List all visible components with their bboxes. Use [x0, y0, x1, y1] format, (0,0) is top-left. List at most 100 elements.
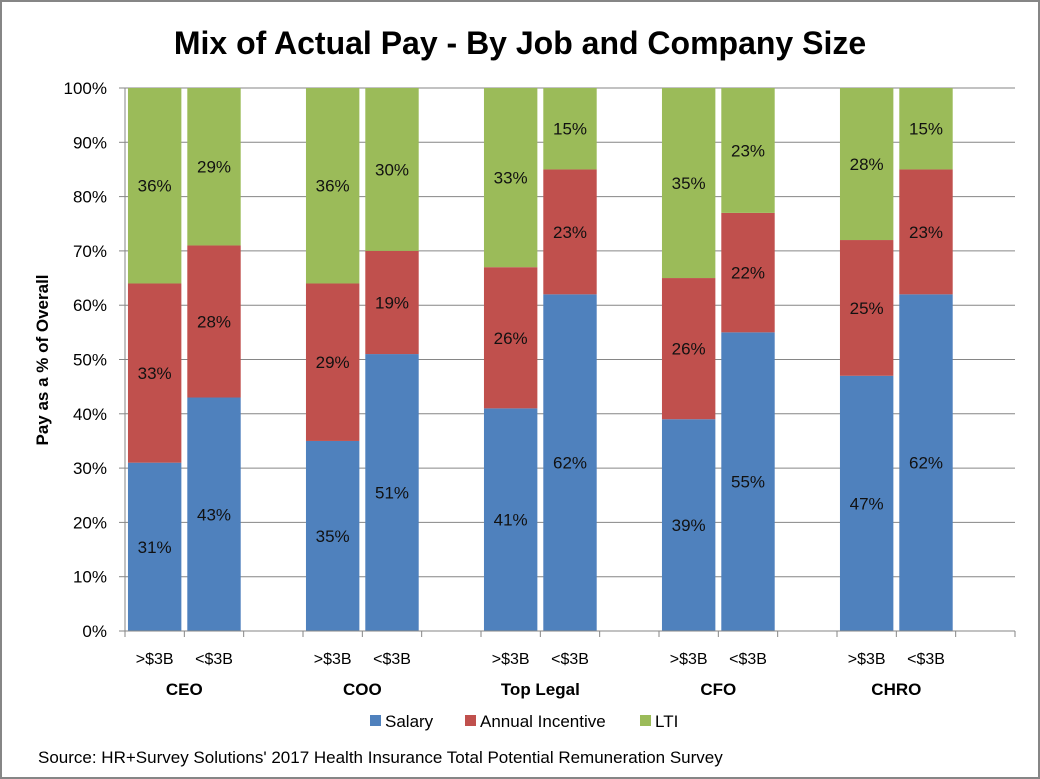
bar-segment-salary	[721, 332, 775, 631]
bar-segment-lti	[839, 88, 894, 241]
data-label: 31%	[138, 538, 172, 557]
bar-segment-annual-incentive	[839, 240, 894, 376]
bar-segment-annual-incentive	[899, 169, 953, 295]
chart-title: Mix of Actual Pay - By Job and Company S…	[174, 25, 866, 61]
bars: 31% 33% 36% 43% 28% 29% 35% 29% 36% 51% 19% 30% 41% 2…	[127, 88, 953, 631]
data-label: 36%	[316, 177, 350, 196]
bar-segment-lti	[187, 88, 241, 246]
y-axis-label: Pay as a % of Overall	[33, 274, 52, 445]
bar-segment-lti	[543, 88, 597, 170]
bar-segment-salary	[127, 462, 182, 631]
data-label: 35%	[316, 527, 350, 546]
bar-segment-lti	[127, 88, 182, 284]
x-group-label: Top Legal	[501, 680, 580, 699]
data-label: 15%	[553, 120, 587, 139]
y-tick-label: 100%	[64, 79, 107, 98]
bar-segment-salary	[661, 419, 716, 631]
legend-swatch-lti	[640, 715, 651, 726]
x-group-label: CHRO	[871, 680, 921, 699]
y-tick-label: 0%	[82, 622, 107, 641]
x-category-label: >$3B	[314, 651, 352, 668]
y-tick-label: 90%	[73, 133, 107, 152]
legend-label: Annual Incentive	[480, 712, 606, 731]
data-label: 28%	[197, 312, 231, 331]
bar-segment-salary	[483, 408, 538, 631]
y-tick-label: 50%	[73, 351, 107, 370]
bar-segment-annual-incentive	[365, 250, 419, 355]
legend-label: Salary	[385, 712, 434, 731]
data-label: 62%	[553, 454, 587, 473]
x-group-label: CFO	[700, 680, 736, 699]
bar-segment-salary	[543, 294, 597, 631]
bar-segment-lti	[661, 88, 716, 279]
y-tick-label: 20%	[73, 513, 107, 532]
bar-segment-lti	[365, 88, 419, 251]
data-label: 26%	[672, 340, 706, 359]
x-group-label: COO	[343, 680, 382, 699]
bar-segment-annual-incentive	[187, 245, 241, 398]
data-label: 29%	[316, 353, 350, 372]
bar-segment-salary	[305, 440, 360, 631]
y-tick-label: 40%	[73, 405, 107, 424]
legend-swatch-annual-incentive	[465, 715, 476, 726]
x-group-label: CEO	[166, 680, 203, 699]
bar-segment-annual-incentive	[661, 278, 716, 420]
data-label: 23%	[909, 223, 943, 242]
data-label: 29%	[197, 158, 231, 177]
bar-segment-salary	[187, 397, 241, 631]
bar-segment-lti	[483, 88, 538, 268]
y-axis-ticks: 0% 10% 20% 30% 40% 50% 60% 70% 80% 90% 100%	[64, 79, 125, 641]
data-label: 26%	[494, 329, 528, 348]
x-category-label: <$3B	[373, 651, 411, 668]
data-label: 35%	[672, 174, 706, 193]
x-category-label: <$3B	[907, 651, 945, 668]
bar-segment-salary	[365, 354, 419, 631]
source-note: Source: HR+Survey Solutions' 2017 Health…	[38, 748, 723, 767]
data-label: 51%	[375, 484, 409, 503]
bar-segment-lti	[721, 88, 775, 213]
data-label: 28%	[850, 155, 884, 174]
data-label: 25%	[850, 299, 884, 318]
legend-swatch-salary	[370, 715, 381, 726]
data-label: 33%	[138, 364, 172, 383]
bar-segment-salary	[899, 294, 953, 631]
data-label: 43%	[197, 505, 231, 524]
legend-label: LTI	[655, 712, 678, 731]
x-category-label: <$3B	[729, 651, 767, 668]
bar-segment-lti	[899, 88, 953, 170]
x-category-label: >$3B	[670, 651, 708, 668]
data-label: 62%	[909, 454, 943, 473]
data-label: 19%	[375, 293, 409, 312]
x-category-label: >$3B	[136, 651, 174, 668]
data-label: 22%	[731, 264, 765, 283]
y-tick-label: 30%	[73, 459, 107, 478]
bar-segment-lti	[305, 88, 360, 284]
data-label: 55%	[731, 473, 765, 492]
bar-segment-annual-incentive	[543, 169, 597, 295]
data-label: 36%	[138, 177, 172, 196]
x-category-label: >$3B	[492, 651, 530, 668]
data-label: 30%	[375, 160, 409, 179]
legend: Salary Annual Incentive LTI	[370, 712, 678, 731]
y-tick-label: 10%	[73, 568, 107, 587]
bar-segment-salary	[839, 375, 894, 631]
data-label: 39%	[672, 516, 706, 535]
data-label: 15%	[909, 120, 943, 139]
data-label: 33%	[494, 169, 528, 188]
y-tick-label: 60%	[73, 296, 107, 315]
data-label: 23%	[553, 223, 587, 242]
x-category-label: <$3B	[551, 651, 589, 668]
bar-segment-annual-incentive	[127, 283, 182, 463]
bar-segment-annual-incentive	[483, 267, 538, 409]
bar-segment-annual-incentive	[721, 212, 775, 333]
x-category-label: >$3B	[848, 651, 886, 668]
data-label: 47%	[850, 494, 884, 513]
x-axis-groups: CEO COO Top Legal CFO CHRO	[166, 680, 921, 699]
x-category-label: <$3B	[195, 651, 233, 668]
y-tick-label: 80%	[73, 188, 107, 207]
y-tick-label: 70%	[73, 242, 107, 261]
data-label: 23%	[731, 141, 765, 160]
bar-segment-annual-incentive	[305, 283, 360, 441]
axes	[124, 88, 1016, 637]
